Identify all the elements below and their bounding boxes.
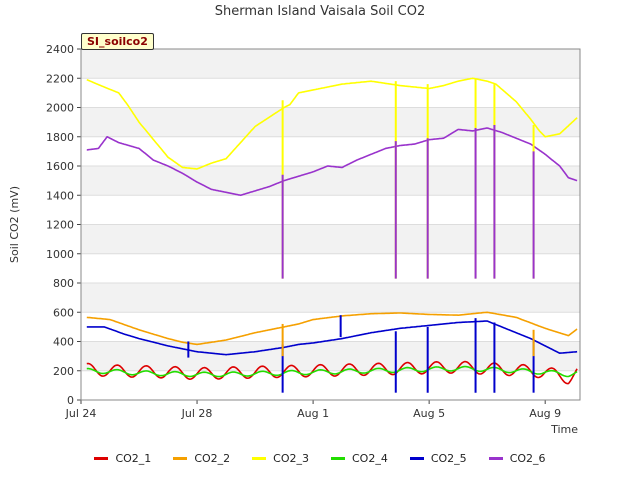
legend-swatch bbox=[331, 457, 345, 460]
series-line-co2_6 bbox=[86, 127, 578, 197]
grid-band bbox=[81, 283, 580, 313]
x-tick-label: Aug 1 bbox=[297, 407, 329, 420]
grid-band bbox=[81, 107, 580, 137]
y-tick-label: 2200 bbox=[46, 72, 74, 85]
legend-swatch bbox=[409, 457, 424, 460]
legend-item-co2_4: CO2_4 bbox=[331, 452, 388, 465]
legend-item-co2_2: CO2_2 bbox=[173, 452, 230, 465]
y-tick-label: 0 bbox=[67, 394, 74, 407]
y-tick-label: 600 bbox=[53, 306, 74, 319]
y-axis-label: Soil CO2 (mV) bbox=[8, 186, 21, 263]
grid-band bbox=[81, 341, 580, 371]
series-line-co2_4 bbox=[86, 365, 578, 378]
grid-band bbox=[81, 224, 580, 254]
y-tick-label: 800 bbox=[53, 277, 74, 290]
legend-item-co2_1: CO2_1 bbox=[94, 452, 151, 465]
legend-label: CO2_3 bbox=[273, 452, 309, 465]
x-tick-label: Aug 9 bbox=[529, 407, 561, 420]
site-label: SI_soilco2 bbox=[81, 33, 154, 50]
legend-item-co2_3: CO2_3 bbox=[252, 452, 309, 465]
chart-title: Sherman Island Vaisala Soil CO2 bbox=[214, 4, 426, 19]
legend-swatch bbox=[94, 457, 109, 460]
series-line-co2_2 bbox=[86, 311, 578, 346]
legend-swatch bbox=[252, 457, 267, 460]
y-tick-label: 1600 bbox=[46, 160, 74, 173]
legend-item-co2_6: CO2_6 bbox=[488, 452, 546, 465]
legend-label: CO2_4 bbox=[352, 452, 388, 465]
x-tick-label: Aug 5 bbox=[413, 407, 445, 420]
y-tick-label: 200 bbox=[53, 365, 74, 378]
legend-swatch bbox=[488, 457, 503, 460]
legend: CO2_1 CO2_2 CO2_3 CO2_4 CO2_5 CO2_6 bbox=[0, 452, 640, 465]
x-tick-label: Jul 28 bbox=[181, 407, 213, 420]
legend-label: CO2_6 bbox=[509, 452, 546, 465]
y-tick-label: 400 bbox=[53, 336, 74, 349]
grid-band bbox=[81, 166, 580, 196]
x-tick-label: Jul 24 bbox=[65, 407, 97, 420]
grid-band bbox=[81, 49, 580, 79]
x-axis-label: Time bbox=[550, 423, 578, 436]
y-tick-label: 1200 bbox=[46, 219, 74, 232]
legend-swatch bbox=[173, 457, 188, 460]
plot-frame bbox=[80, 48, 581, 401]
y-tick-label: 2400 bbox=[46, 43, 74, 56]
legend-label: CO2_2 bbox=[194, 452, 231, 465]
legend-label: CO2_5 bbox=[430, 452, 467, 465]
series-line-co2_5 bbox=[86, 320, 578, 356]
y-tick-label: 1400 bbox=[46, 189, 74, 202]
series-line-co2_3 bbox=[86, 77, 578, 170]
legend-label: CO2_1 bbox=[115, 452, 152, 465]
y-tick-label: 1000 bbox=[46, 248, 74, 261]
legend-item-co2_5: CO2_5 bbox=[409, 452, 467, 465]
y-tick-label: 1800 bbox=[46, 131, 74, 144]
y-tick-label: 2000 bbox=[46, 102, 74, 115]
